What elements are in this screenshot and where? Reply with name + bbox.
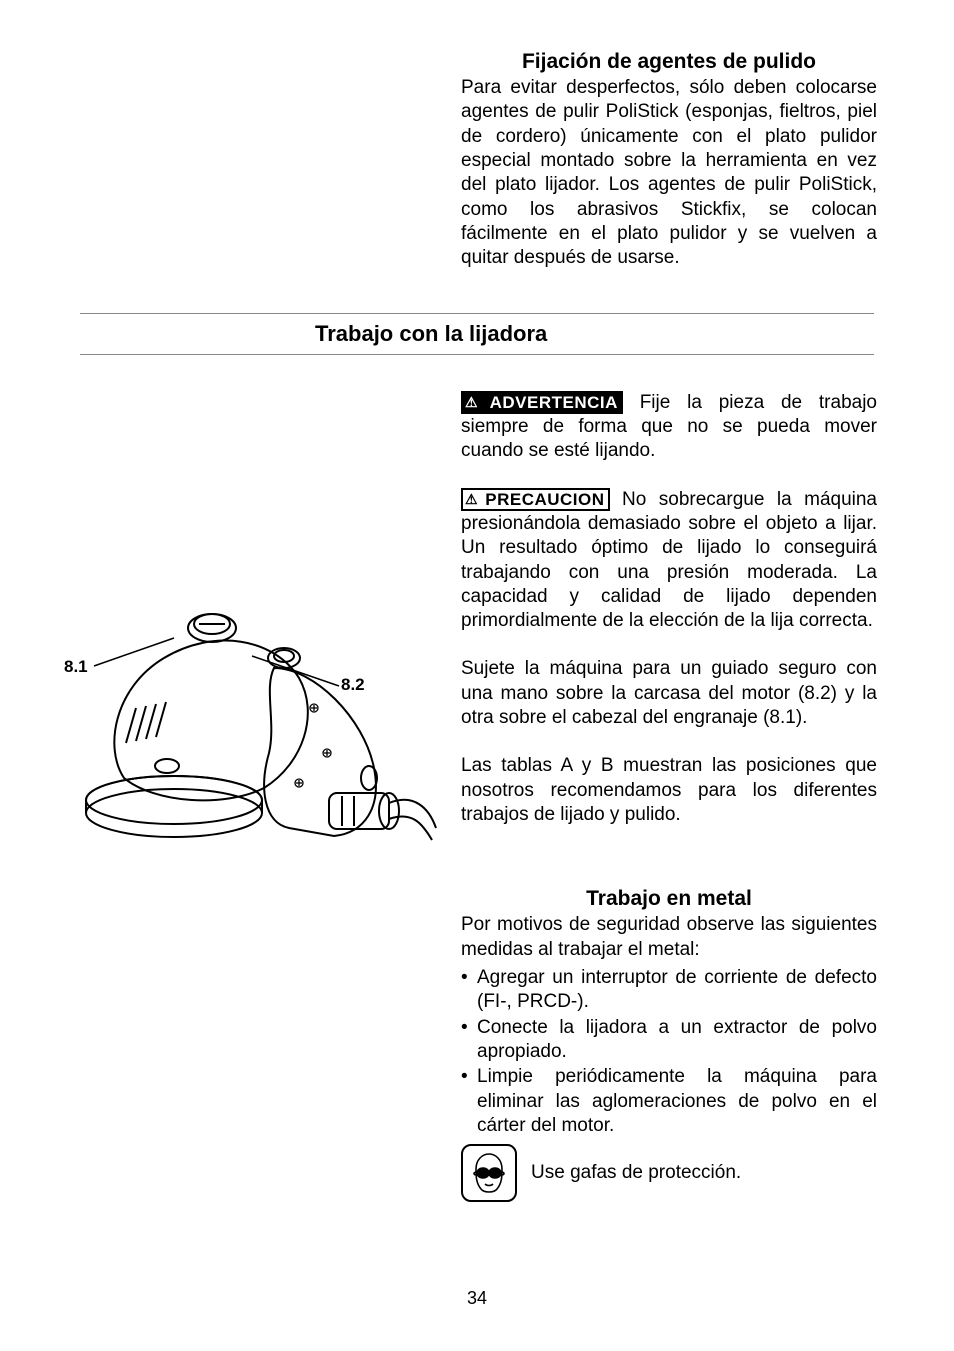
figure-label-8-2: 8.2 [341, 675, 365, 695]
list-item: Conecte la lijadora a un extractor de po… [461, 1016, 877, 1065]
list-item: Limpie periódicamente la máquina para el… [461, 1065, 877, 1138]
heading-metal: Trabajo en metal [461, 887, 877, 911]
metal-bullets: Agregar un interruptor de corriente de d… [461, 966, 877, 1138]
heading-polishing-agents: Fijación de agentes de pulido [461, 50, 877, 74]
page: Fijación de agentes de pulido Para evita… [0, 0, 954, 1351]
tables-paragraph: Las tablas A y B muestran las posiciones… [461, 754, 877, 827]
metal-intro: Por motivos de seguridad observe las sig… [461, 913, 877, 962]
section-working-body: ⚠ADVERTENCIA Fije la pieza de trabajo si… [461, 391, 877, 828]
section-polishing-agents: Fijación de agentes de pulido Para evita… [461, 50, 877, 271]
safety-goggles-icon [461, 1144, 517, 1202]
section-metal: Trabajo en metal Por motivos de segurida… [461, 887, 877, 1202]
goggles-row: Use gafas de protección. [461, 1144, 877, 1202]
caution-paragraph: ⚠PRECAUCION No sobrecargue la máquina pr… [461, 488, 877, 634]
caution-label-text: PRECAUCION [485, 490, 604, 509]
grip-paragraph: Sujete la máquina para un guiado seguro … [461, 657, 877, 730]
body-polishing-agents: Para evitar desperfectos, sólo deben col… [461, 76, 877, 271]
warning-label-text: ADVERTENCIA [490, 393, 618, 412]
sander-illustration [64, 578, 438, 868]
section-title-working: Trabajo con la lijadora [315, 320, 874, 348]
warning-badge: ⚠ADVERTENCIA [461, 391, 623, 414]
goggles-text: Use gafas de protección. [531, 1161, 741, 1185]
sander-figure: 8.1 8.2 [64, 578, 438, 868]
page-number: 34 [0, 1288, 954, 1309]
caution-badge: ⚠PRECAUCION [461, 488, 610, 511]
figure-label-8-1: 8.1 [64, 657, 88, 677]
list-item: Agregar un interruptor de corriente de d… [461, 966, 877, 1015]
warning-paragraph: ⚠ADVERTENCIA Fije la pieza de trabajo si… [461, 391, 877, 464]
section-divider: Trabajo con la lijadora [80, 313, 874, 355]
